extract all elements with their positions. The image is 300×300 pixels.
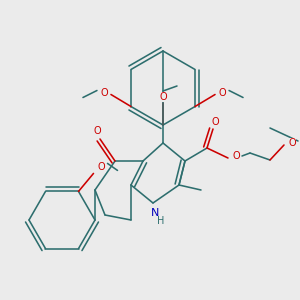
- Text: H: H: [157, 216, 165, 226]
- Text: O: O: [211, 117, 219, 127]
- Text: O: O: [218, 88, 226, 98]
- Text: O: O: [288, 138, 296, 148]
- Text: O: O: [98, 162, 105, 172]
- Text: N: N: [151, 208, 159, 218]
- Text: O: O: [100, 88, 108, 98]
- Text: O: O: [159, 92, 167, 102]
- Text: O: O: [93, 126, 101, 136]
- Text: O: O: [232, 151, 240, 161]
